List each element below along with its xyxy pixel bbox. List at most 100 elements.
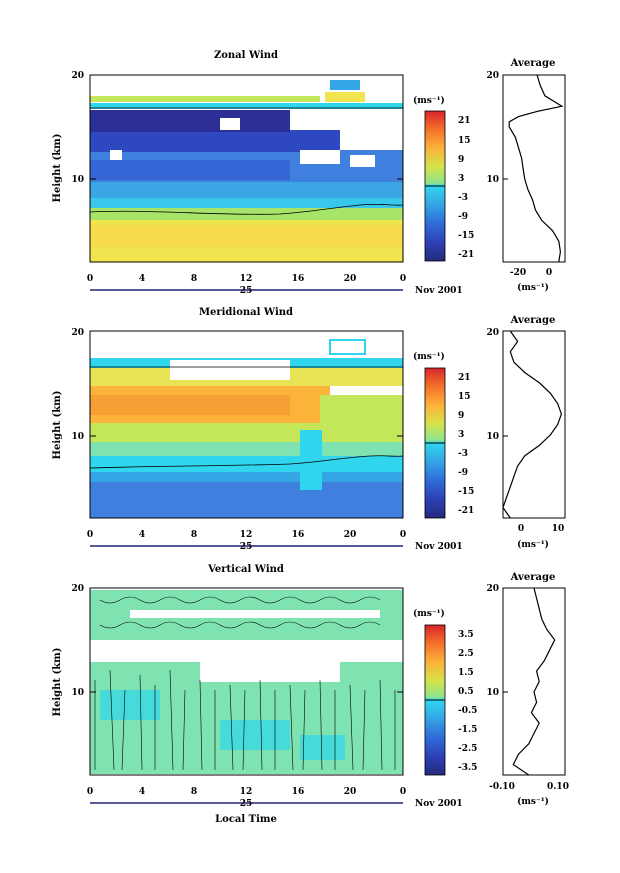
profile-line [508,74,564,263]
day-label: 25 [240,542,253,552]
profile-y-tick: 10 [486,688,499,698]
profile-y-tick: 20 [486,584,499,594]
x-tick-label: 0 [87,530,93,540]
average-profile: Average 10 20 0 10 (ms⁻¹) [486,315,566,550]
colorbar-tick: -15 [458,487,474,497]
y-tick-label: 20 [71,328,84,338]
profile-y-tick: 20 [486,71,499,81]
day-label: 25 [240,286,253,296]
heatmap [89,330,404,519]
profile-line [512,587,556,776]
x-tick-label: 0 [400,530,406,540]
colorbar-tick: 21 [458,116,471,126]
colorbar-tick: 3 [458,430,464,440]
x-axis-label: Local Time [215,814,277,825]
x-tick-label: 0 [400,787,406,797]
profile-x-tick: -20 [510,268,526,278]
colorbar-tick: -2.5 [458,744,477,754]
profile-x-tick: 0.10 [547,782,569,792]
average-profile: Average 10 20 -20 0 (ms⁻¹) [486,58,566,293]
colorbar-tick: -3 [458,449,468,459]
y-ticks: 10 20 [71,584,403,698]
colorbar-tick: -15 [458,231,474,241]
panel-title: Meridional Wind [199,307,293,318]
profile-x-tick: 10 [552,524,565,534]
panel-meridional: Meridional Wind Height (km) 10 20 [52,307,566,552]
y-tick-label: 20 [71,71,84,81]
colorbar-tick: 21 [458,373,471,383]
profile-title: Average [510,572,556,583]
x-tick-label: 20 [344,530,357,540]
x-tick-label: 4 [139,274,145,284]
profile-unit: (ms⁻¹) [517,796,549,807]
x-ticks: 0 4 8 12 16 20 0 25 Nov 2001 Local Time [87,787,463,825]
colorbar-tick: 3.5 [458,630,474,640]
y-tick-label: 10 [71,432,84,442]
y-tick-label: 10 [71,175,84,185]
y-axis-label: Height (km) [52,648,63,717]
y-axis-label: Height (km) [52,134,63,203]
x-tick-label: 16 [292,530,305,540]
panel-title: Zonal Wind [214,50,278,61]
x-tick-label: 16 [292,274,305,284]
profile-x-tick: 0 [546,268,552,278]
x-tick-label: 0 [400,274,406,284]
colorbar-tick: -3 [458,193,468,203]
x-tick-label: 4 [139,530,145,540]
x-tick-label: 12 [240,530,253,540]
x-tick-label: 16 [292,787,305,797]
date-label: Nov 2001 [415,799,463,809]
profile-x-tick: 0 [518,524,524,534]
x-tick-label: 0 [87,787,93,797]
date-label: Nov 2001 [415,286,463,296]
colorbar-tick: -0.5 [458,706,477,716]
x-tick-label: 20 [344,274,357,284]
colorbar-tick: -3.5 [458,763,477,773]
x-ticks: 0 4 8 12 16 20 0 25 Nov 2001 [87,274,463,296]
profile-y-tick: 10 [486,175,499,185]
colorbar-tick: -1.5 [458,725,477,735]
profile-unit: (ms⁻¹) [517,539,549,550]
x-tick-label: 4 [139,787,145,797]
x-tick-label: 8 [191,274,197,284]
colorbar-tick: 0.5 [458,687,474,697]
panel-zonal: Zonal Wind Height (km) [52,50,566,296]
heatmap [89,74,404,263]
colorbar-tick: 3 [458,174,464,184]
colorbar: (ms⁻¹) 3.5 2.5 1.5 0.5 -0.5 -1.5 -2.5 -3… [413,608,477,776]
x-tick-label: 0 [87,274,93,284]
y-tick-label: 10 [71,688,84,698]
colorbar-tick: -21 [458,250,474,260]
profile-unit: (ms⁻¹) [517,282,549,293]
profile-line [502,330,563,519]
day-label: 25 [240,799,253,809]
colorbar-tick: 15 [458,136,471,146]
y-tick-label: 20 [71,584,84,594]
profile-y-tick: 10 [486,432,499,442]
x-tick-label: 8 [191,787,197,797]
profile-title: Average [510,58,556,69]
colorbar: (ms⁻¹) 21 15 9 3 -3 -9 -15 -21 [413,95,474,262]
colorbar-tick: -9 [458,212,468,222]
colorbar-tick: -21 [458,506,474,516]
profile-y-tick: 20 [486,328,499,338]
colorbar-tick: 1.5 [458,668,474,678]
colorbar-unit: (ms⁻¹) [413,608,445,619]
heatmap [89,587,404,776]
average-profile: Average 10 20 -0.10 0.10 (ms⁻¹) [486,572,568,807]
colorbar-unit: (ms⁻¹) [413,95,445,106]
x-tick-label: 20 [344,787,357,797]
colorbar: (ms⁻¹) 21 15 9 3 -3 -9 -15 -21 [413,351,474,519]
colorbar-tick: 9 [458,155,464,165]
y-axis-label: Height (km) [52,391,63,460]
colorbar-tick: 9 [458,411,464,421]
date-label: Nov 2001 [415,542,463,552]
y-ticks: 10 20 [71,328,403,442]
profile-title: Average [510,315,556,326]
x-tick-label: 8 [191,530,197,540]
profile-x-tick: -0.10 [489,782,515,792]
x-ticks: 0 4 8 12 16 20 0 25 Nov 2001 [87,530,463,552]
colorbar-unit: (ms⁻¹) [413,351,445,362]
colorbar-tick: 2.5 [458,649,474,659]
